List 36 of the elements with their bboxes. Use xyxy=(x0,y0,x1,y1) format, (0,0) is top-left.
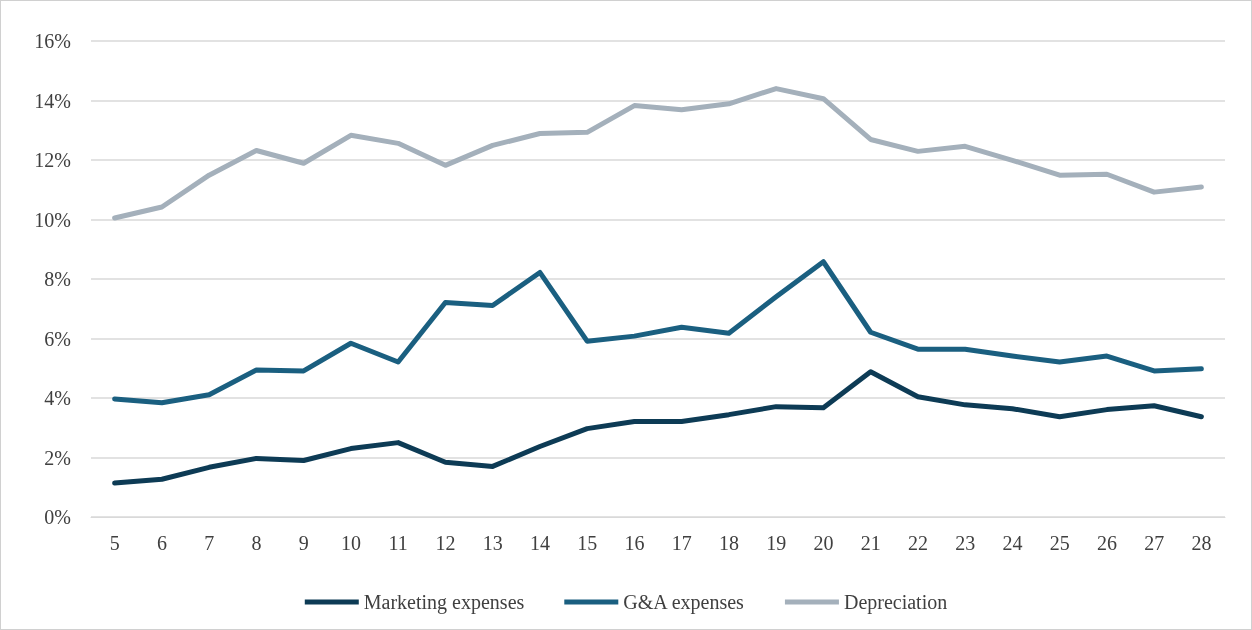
legend-label: Depreciation xyxy=(843,591,948,614)
y-tick-label: 2% xyxy=(44,446,71,469)
x-tick-label: 12 xyxy=(435,532,456,554)
x-tick-label: 16 xyxy=(624,532,645,554)
y-tick-label: 0% xyxy=(44,506,71,528)
x-tick-label: 6 xyxy=(156,532,167,554)
x-tick-label: 13 xyxy=(482,532,503,554)
y-tick-label: 8% xyxy=(44,268,71,290)
x-tick-label: 22 xyxy=(907,532,928,554)
x-tick-label: 28 xyxy=(1191,532,1212,554)
x-tick-label: 23 xyxy=(955,532,976,554)
legend-label: Marketing expenses xyxy=(363,591,525,614)
x-tick-label: 10 xyxy=(340,532,361,554)
x-tick-label: 15 xyxy=(577,532,598,554)
x-tick-label: 11 xyxy=(388,532,408,554)
y-tick-label: 4% xyxy=(44,387,71,409)
x-tick-label: 7 xyxy=(204,532,215,554)
x-tick-label: 20 xyxy=(813,532,834,554)
x-tick-label: 26 xyxy=(1096,532,1117,554)
y-tick-label: 12% xyxy=(34,149,71,171)
x-tick-label: 5 xyxy=(109,532,120,554)
x-tick-label: 24 xyxy=(1002,532,1023,554)
y-tick-label: 14% xyxy=(34,89,71,112)
x-tick-label: 21 xyxy=(860,532,881,554)
x-tick-label: 9 xyxy=(298,532,309,554)
y-tick-label: 6% xyxy=(44,327,71,350)
y-tick-label: 16% xyxy=(34,30,71,52)
x-tick-label: 25 xyxy=(1049,532,1070,554)
x-tick-label: 14 xyxy=(529,532,550,554)
x-tick-label: 8 xyxy=(251,532,262,554)
x-tick-label: 27 xyxy=(1144,532,1165,554)
x-tick-label: 18 xyxy=(718,532,739,554)
x-tick-label: 19 xyxy=(766,532,787,554)
y-tick-label: 10% xyxy=(34,208,71,231)
legend-label: G&A expenses xyxy=(623,591,745,614)
x-tick-label: 17 xyxy=(671,532,692,554)
